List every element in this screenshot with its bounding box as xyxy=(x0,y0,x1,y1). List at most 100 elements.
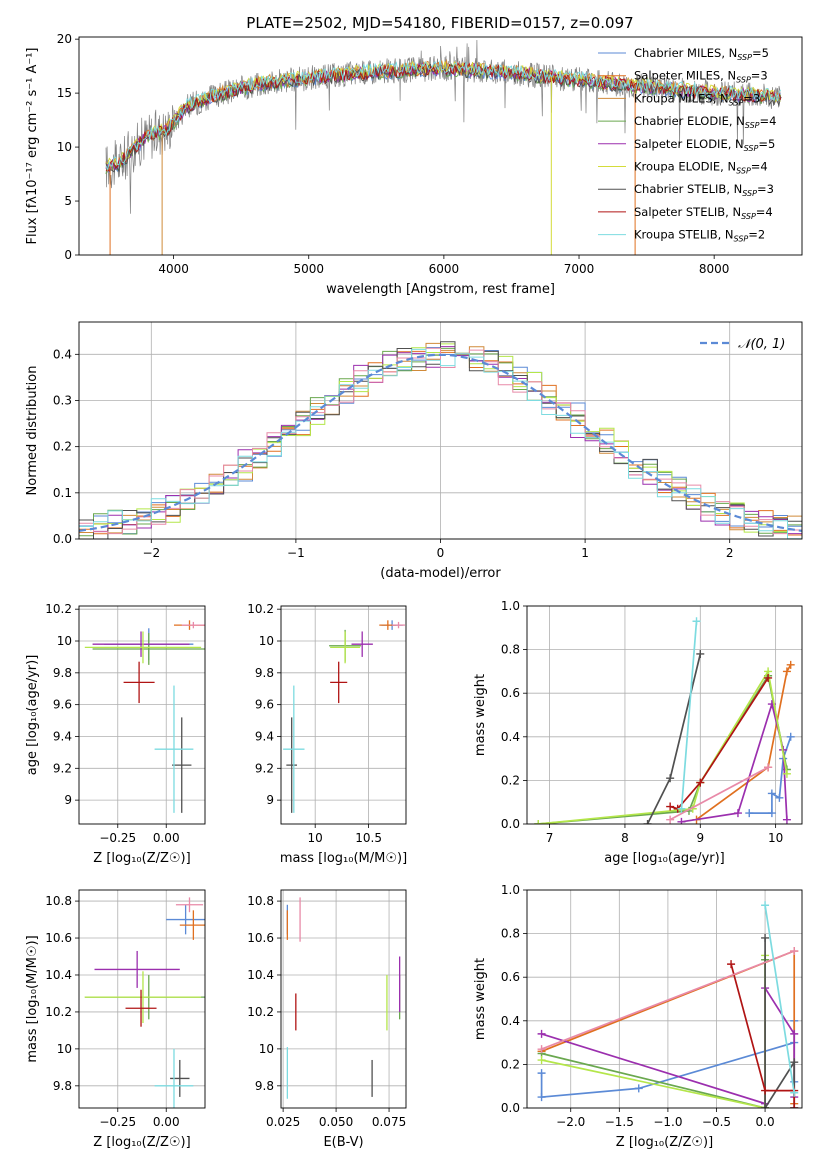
x-axis-label: (data-model)/error xyxy=(380,566,501,581)
weight-marker xyxy=(696,778,705,787)
weight-marker xyxy=(764,763,773,772)
x-tick-label: −0.25 xyxy=(99,1115,136,1129)
legend-label: Kroupa ELODIE, NSSP=4 xyxy=(634,160,768,176)
weight-lines xyxy=(534,617,795,824)
errorbar-point xyxy=(125,989,157,1027)
x-tick-label: 0.050 xyxy=(319,1115,353,1129)
x-tick-label: 7000 xyxy=(564,262,595,276)
y-tick-label: 10.8 xyxy=(247,894,274,908)
y-axis-label: age [log₁₀(age/yr)] xyxy=(25,655,40,776)
x-axis-label: mass [log₁₀(M/M☉)] xyxy=(280,851,407,866)
histogram-step xyxy=(79,347,802,539)
weight-line xyxy=(541,955,766,1108)
weight-marker xyxy=(782,667,791,676)
legend-label: Kroupa STELIB, NSSP=2 xyxy=(634,228,765,244)
legend-label: Chabrier STELIB, NSSP=3 xyxy=(634,182,774,198)
weight_vs_Z-chart: −2.0 −1.5 −1.0 −0.5 0.0 0.0 0.2 0.4 0.6 0.8 1.0 Z [… xyxy=(473,883,803,1150)
errorbar-point xyxy=(392,621,405,629)
y-axis-label: mass weight xyxy=(473,958,488,1040)
y-tick-label: 9.2 xyxy=(53,761,72,775)
y-axis-label: Flux [fλ10⁻¹⁷ erg cm⁻² s⁻¹ A⁻¹] xyxy=(25,48,40,245)
weight-marker xyxy=(666,802,675,811)
y-tick-label: 10.2 xyxy=(247,1005,274,1019)
errorbar-point xyxy=(181,621,205,629)
x-axis-label: Z [log₁₀(Z/Z☉)] xyxy=(93,1135,190,1150)
y-tick-label: 9.8 xyxy=(53,1079,72,1093)
weight-line xyxy=(764,938,796,1108)
x-tick-label: 1 xyxy=(581,546,589,560)
y-tick-label: 9.2 xyxy=(255,761,274,775)
weight-marker xyxy=(761,933,770,942)
y-tick-label: 10 xyxy=(259,634,274,648)
x-tick-label: 0.00 xyxy=(153,831,180,845)
axes-frame xyxy=(78,321,803,540)
errorbar-point xyxy=(84,631,202,664)
x-axis-label: wavelength [Angstrom, rest frame] xyxy=(326,282,555,297)
weight-marker xyxy=(643,820,652,824)
errorbar-point xyxy=(170,1059,190,1097)
weight-marker xyxy=(677,817,686,824)
age_vs_mass-chart: 10 10.5 9 9.2 9.4 9.6 9.8 10 10.2 mass [log₁₀(M/M… xyxy=(247,602,407,866)
x-tick-label: −0.5 xyxy=(702,1115,731,1129)
errorbar-point xyxy=(351,631,373,657)
errorbars xyxy=(84,620,205,813)
errorbar-point xyxy=(175,897,204,913)
legend-label: Chabrier MILES, NSSP=5 xyxy=(634,46,769,62)
weight-marker xyxy=(790,1104,799,1108)
x-axis-label: E(B-V) xyxy=(323,1135,363,1150)
weight-marker xyxy=(537,1029,546,1038)
y-tick-label: 0.1 xyxy=(53,486,72,500)
y-tick-label: 0.4 xyxy=(501,730,520,744)
weight_vs_age-chart: 7 8 9 10 0.0 0.2 0.4 0.6 0.8 1.0 age [log₁₀(age/yr… xyxy=(473,599,803,866)
weight-line xyxy=(541,950,795,1050)
y-axis-label: mass weight xyxy=(473,674,488,756)
y-tick-label: 10.8 xyxy=(45,894,72,908)
y-tick-label: 10.2 xyxy=(45,602,72,616)
weight-line xyxy=(669,677,769,810)
x-tick-label: 0.075 xyxy=(372,1115,406,1129)
errorbars xyxy=(286,897,401,1099)
y-tick-label: 10.2 xyxy=(247,602,274,616)
errorbar-point xyxy=(286,717,298,813)
y-tick-label: 0.2 xyxy=(501,1057,520,1071)
weight-marker xyxy=(790,1058,799,1067)
y-tick-label: 0.0 xyxy=(53,532,72,546)
weight-marker xyxy=(537,1045,546,1054)
x-tick-label: −2 xyxy=(142,546,160,560)
y-tick-label: 10 xyxy=(259,1042,274,1056)
axes-frame xyxy=(280,889,407,1109)
x-tick-label: 0.025 xyxy=(266,1115,300,1129)
errorbar-point xyxy=(92,631,190,657)
weight-marker xyxy=(537,1056,546,1065)
weight-marker xyxy=(696,649,705,658)
x-tick-label: 10 xyxy=(768,831,783,845)
y-tick-label: 0.4 xyxy=(53,347,72,361)
weight-marker xyxy=(761,901,770,910)
y-tick-label: 10.6 xyxy=(247,931,274,945)
weight-marker xyxy=(727,960,736,969)
y-tick-label: 9.6 xyxy=(53,698,72,712)
y-tick-label: 10 xyxy=(57,1042,72,1056)
axes-frame xyxy=(280,605,407,825)
y-tick-label: 10.6 xyxy=(45,931,72,945)
weight-line xyxy=(538,673,788,824)
weight-marker xyxy=(534,820,543,824)
x-axis-label: Z [log₁₀(Z/Z☉)] xyxy=(616,1135,713,1150)
weight-marker xyxy=(767,789,776,798)
errorbar-point xyxy=(166,904,205,935)
axes-frame xyxy=(526,889,803,1109)
y-tick-label: 10.4 xyxy=(247,968,274,982)
y-tick-label: 5 xyxy=(64,194,72,208)
x-tick-label: −0.25 xyxy=(99,831,136,845)
residuals-chart: −2 −1 0 1 2 0.0 0.1 0.2 0.3 0.4 (data-model)/error… xyxy=(25,321,803,581)
mass_vs_ebv-chart: 0.025 0.050 0.075 9.8 10 10.2 10.4 10.6 10.8 E(B-… xyxy=(247,889,407,1150)
errorbar-point xyxy=(123,661,155,704)
errorbar-point xyxy=(330,631,361,664)
x-tick-label: 2 xyxy=(726,546,734,560)
y-tick-label: 9.4 xyxy=(255,729,274,743)
weight-marker xyxy=(745,809,754,818)
y-tick-label: 9.6 xyxy=(255,698,274,712)
weight-marker xyxy=(677,804,686,813)
model-spectrum xyxy=(105,60,781,171)
x-tick-label: 6000 xyxy=(429,262,460,276)
